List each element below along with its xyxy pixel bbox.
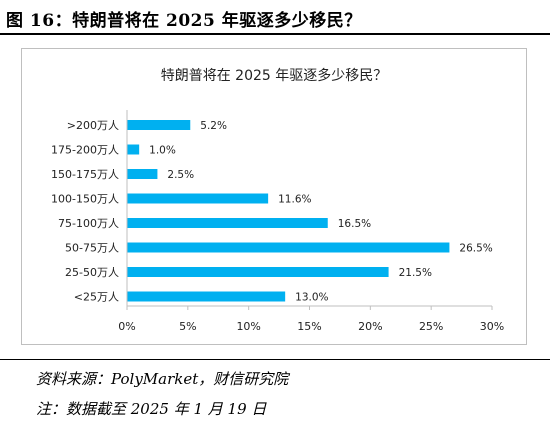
bar — [127, 144, 140, 155]
bar — [127, 120, 191, 130]
bar — [127, 267, 389, 277]
bar — [127, 218, 328, 228]
bar — [127, 169, 158, 179]
category-label: 50-75万人 — [65, 242, 119, 255]
data-label: 26.5% — [459, 243, 492, 255]
bar — [127, 193, 269, 204]
chart-frame — [21, 48, 527, 345]
data-label: 2.5% — [167, 169, 194, 181]
bar — [127, 291, 286, 302]
top-rule — [0, 33, 550, 35]
category-label: 75-100万人 — [58, 217, 119, 230]
bottom-rule — [0, 359, 550, 360]
x-tick-label: 15% — [297, 320, 321, 333]
figure-title: 图 16：特朗普将在 2025 年驱逐多少移民？ — [6, 11, 362, 31]
date-note: 注：数据截至 2025 年 1 月 19 日 — [36, 400, 267, 418]
x-tick-label: 20% — [358, 320, 382, 333]
data-label: 5.2% — [200, 120, 227, 132]
category-label: 100-150万人 — [51, 193, 119, 206]
x-tick-label: 25% — [419, 320, 443, 333]
category-label: 175-200万人 — [51, 144, 119, 157]
data-label: 11.6% — [278, 194, 311, 206]
category-label: <25万人 — [74, 291, 119, 304]
x-tick-label: 10% — [236, 320, 260, 333]
data-label: 16.5% — [338, 218, 371, 230]
category-label: 150-175万人 — [51, 168, 119, 181]
data-label: 1.0% — [149, 145, 176, 157]
x-tick-label: 30% — [480, 320, 504, 333]
source-note: 资料来源：PolyMarket，财信研究院 — [36, 370, 289, 388]
x-tick-label: 5% — [179, 320, 196, 333]
data-label: 21.5% — [399, 267, 432, 279]
category-label: >200万人 — [67, 119, 119, 132]
x-tick-label: 0% — [118, 320, 135, 333]
category-label: 25-50万人 — [65, 266, 119, 279]
chart-title: 特朗普将在 2025 年驱逐多少移民？ — [161, 67, 388, 84]
data-label: 13.0% — [295, 292, 328, 304]
bar — [127, 242, 450, 253]
